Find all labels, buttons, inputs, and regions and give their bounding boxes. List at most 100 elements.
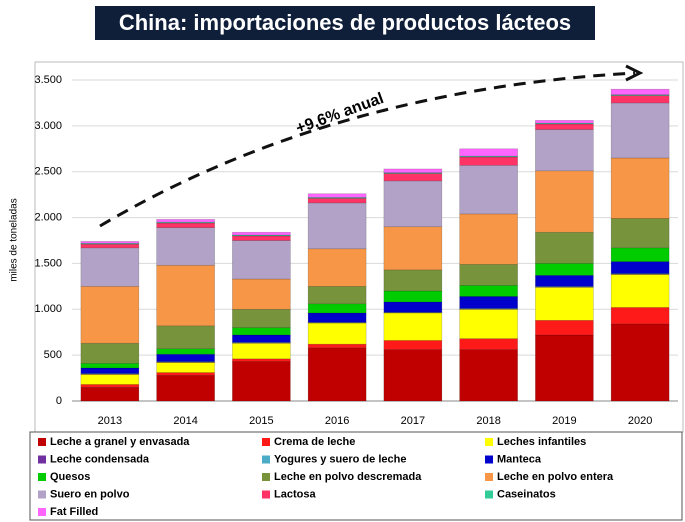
bar-segment bbox=[459, 308, 518, 339]
bar-segment bbox=[307, 198, 367, 204]
bar-segment bbox=[535, 275, 594, 287]
y-tick-label: 3.500 bbox=[34, 74, 62, 86]
bar-segment bbox=[459, 285, 518, 297]
bar-segment bbox=[535, 170, 594, 233]
bar-segment bbox=[307, 343, 367, 349]
legend-label: Quesos bbox=[50, 471, 90, 483]
legend-label: Leche en polvo entera bbox=[497, 471, 614, 483]
legend-label: Leche a granel y envasada bbox=[50, 436, 190, 448]
legend bbox=[29, 431, 683, 521]
bar-segment bbox=[80, 384, 140, 388]
bar-segment bbox=[610, 95, 670, 104]
bar-segment bbox=[307, 193, 367, 198]
bar-segment bbox=[535, 129, 594, 172]
bar-segment bbox=[80, 342, 140, 364]
legend-swatch bbox=[485, 455, 493, 464]
bar-segment bbox=[535, 263, 594, 276]
bar-segment bbox=[383, 340, 443, 350]
bar-segment bbox=[156, 264, 215, 327]
legend-label: Manteca bbox=[497, 453, 542, 465]
title-banner bbox=[95, 6, 595, 40]
bar-segment bbox=[80, 363, 140, 369]
bar-segment bbox=[232, 358, 291, 362]
bar-segment bbox=[156, 348, 215, 355]
bar-segment bbox=[459, 164, 518, 215]
y-tick-label: 2.500 bbox=[34, 166, 62, 178]
legend-label: Caseinatos bbox=[497, 488, 556, 500]
bar-segment bbox=[80, 241, 140, 244]
y-axis-label: miles de toneladas bbox=[9, 198, 20, 281]
legend-label: Leche condensada bbox=[50, 453, 150, 465]
bar-segment bbox=[156, 222, 215, 228]
legend-label: Yogures y suero de leche bbox=[274, 453, 406, 465]
bar-segment bbox=[383, 312, 443, 341]
legend-label: Suero en polvo bbox=[50, 488, 130, 500]
x-tick-label: 2019 bbox=[552, 415, 576, 427]
legend-swatch bbox=[38, 438, 46, 446]
bar-segment bbox=[80, 374, 140, 385]
bar-segment bbox=[307, 286, 367, 305]
legend-swatch bbox=[262, 455, 270, 464]
x-tick-label: 2013 bbox=[98, 415, 122, 427]
legend-swatch bbox=[485, 438, 493, 446]
bar-segment bbox=[383, 180, 443, 228]
bar-segment bbox=[459, 296, 518, 309]
x-tick-label: 2017 bbox=[401, 415, 425, 427]
bar-segment bbox=[156, 375, 215, 402]
bar-segment bbox=[80, 286, 140, 344]
bar-segment bbox=[459, 156, 518, 166]
legend-swatch bbox=[485, 473, 493, 481]
bar-segment bbox=[459, 338, 518, 350]
trend-arrow bbox=[99, 71, 636, 228]
bar-segment bbox=[459, 148, 518, 157]
bar-segment bbox=[610, 274, 670, 308]
arrow-head bbox=[625, 64, 644, 82]
bar-segment bbox=[307, 248, 367, 287]
legend-swatch bbox=[38, 455, 46, 464]
bar-segment bbox=[156, 353, 215, 362]
legend-label: Fat Filled bbox=[50, 506, 98, 518]
bar-segment bbox=[307, 322, 367, 345]
legend-swatch bbox=[38, 490, 46, 499]
x-tick-label: 2020 bbox=[628, 415, 652, 427]
bar-segment bbox=[156, 219, 215, 223]
legend-swatch bbox=[262, 438, 270, 446]
legend-swatch bbox=[38, 473, 46, 481]
bar-segment bbox=[232, 240, 291, 280]
bar-segment bbox=[80, 243, 140, 249]
bar-segment bbox=[232, 361, 291, 402]
legend-swatch bbox=[262, 490, 270, 499]
bar-segment bbox=[459, 349, 518, 402]
bar-segment bbox=[535, 319, 594, 336]
bar-segment bbox=[383, 290, 443, 303]
bar-segment bbox=[156, 362, 215, 373]
bar-segment bbox=[610, 157, 670, 219]
bar-segment bbox=[535, 123, 594, 130]
bar-segment bbox=[459, 264, 518, 286]
bar-segment bbox=[383, 168, 443, 173]
bar-segment bbox=[156, 227, 215, 266]
y-tick-label: 1.500 bbox=[34, 257, 62, 269]
y-tick-label: 2.000 bbox=[34, 211, 62, 223]
x-tick-label: 2014 bbox=[173, 415, 197, 427]
bar-segment bbox=[80, 367, 140, 374]
bar-segment bbox=[232, 231, 291, 236]
bar-segment bbox=[80, 247, 140, 287]
bar-segment bbox=[383, 226, 443, 271]
bar-segment bbox=[610, 88, 670, 95]
bar-segment bbox=[383, 349, 443, 402]
legend-label: Lactosa bbox=[274, 488, 316, 500]
legend-swatch bbox=[38, 508, 46, 516]
legend-label: Crema de leche bbox=[274, 436, 355, 448]
legend-swatch bbox=[262, 473, 270, 481]
y-tick-label: 3.000 bbox=[34, 120, 62, 132]
legend-swatch bbox=[485, 490, 493, 499]
bar-segment bbox=[383, 269, 443, 292]
annotation: +9,6% anual bbox=[294, 90, 386, 137]
x-tick-label: 2015 bbox=[249, 415, 273, 427]
bar-segment bbox=[232, 308, 291, 328]
bar-segment bbox=[307, 202, 367, 250]
bar-segment bbox=[610, 261, 670, 274]
bar-segment bbox=[307, 347, 367, 402]
legend-label: Leches infantiles bbox=[497, 436, 586, 448]
